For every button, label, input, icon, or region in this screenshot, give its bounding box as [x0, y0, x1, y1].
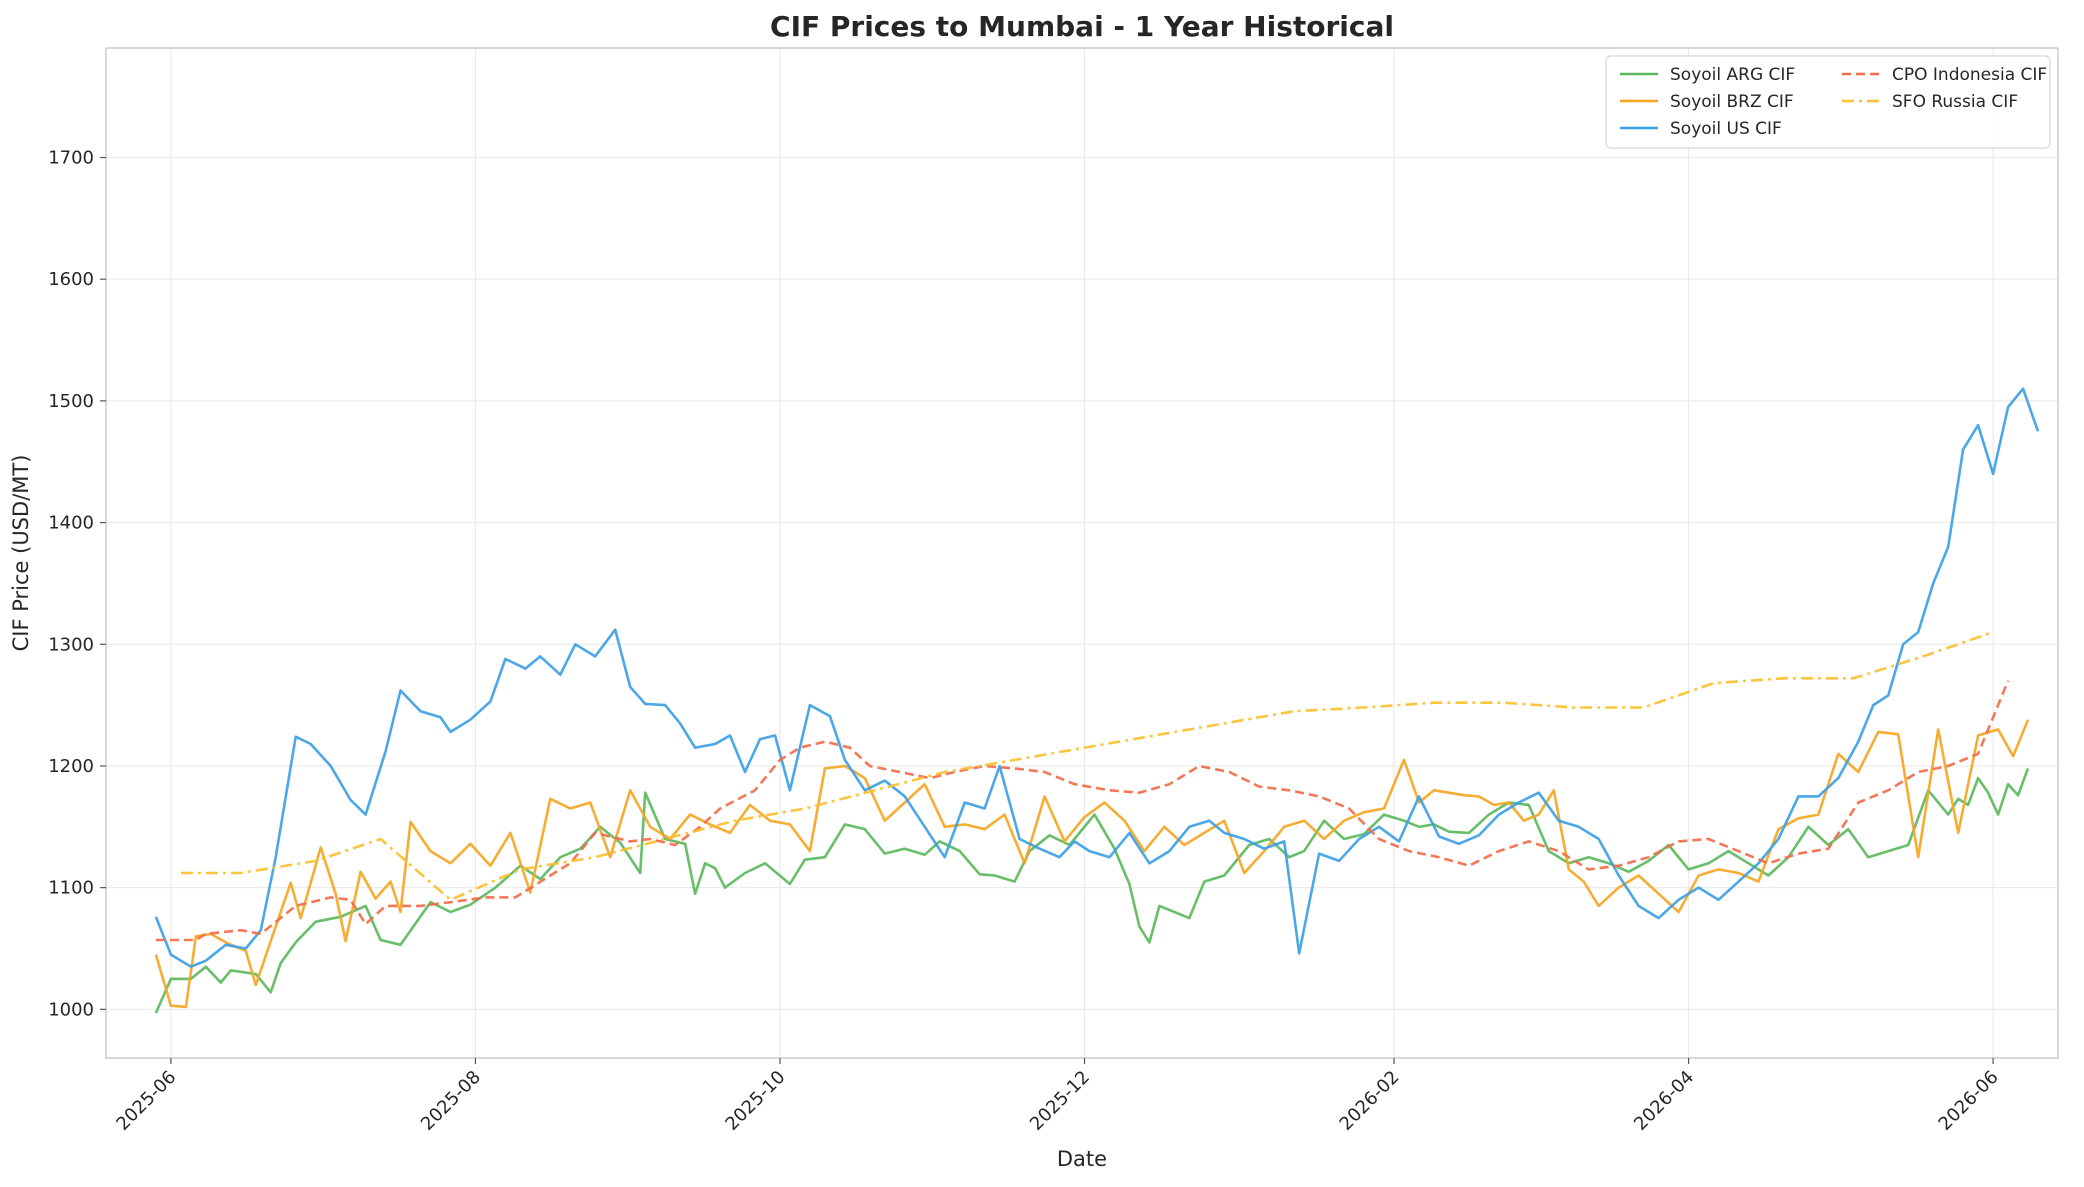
y-tick-label: 1300	[48, 634, 94, 655]
legend: Soyoil ARG CIF Soyoil BRZ CIF Soyoil US CI…	[1605, 55, 2051, 149]
legend-label: Soyoil US CIF	[1670, 119, 1782, 139]
legend-label: CPO Indonesia CIF	[1892, 65, 2047, 85]
y-tick-label: 1700	[48, 148, 94, 169]
chart-title: CIF Prices to Mumbai - 1 Year Historical	[770, 10, 1394, 43]
series-line-4	[155, 680, 2010, 942]
legend-label: SFO Russia CIF	[1892, 92, 2018, 112]
y-tick-label: 1600	[48, 269, 94, 290]
y-tick-label: 1400	[48, 513, 94, 534]
legend-label: Soyoil BRZ CIF	[1670, 92, 1794, 112]
series-line-1	[154, 767, 2030, 1014]
y-tick-label: 1100	[48, 878, 94, 899]
legend-box	[1605, 55, 2051, 149]
y-axis-label: CIF Price (USD/MT)	[9, 455, 33, 652]
legend-label: Soyoil ARG CIF	[1670, 65, 1795, 85]
y-tick-label: 1000	[48, 999, 94, 1020]
series-line-2	[154, 719, 2030, 1009]
x-axis-label: Date	[1057, 1147, 1107, 1171]
series-line-5	[180, 630, 1994, 902]
y-tick-label: 1200	[48, 756, 94, 777]
grid-lines	[106, 48, 2058, 1058]
plot-frame	[105, 47, 2059, 1059]
series-lines	[154, 387, 2040, 1014]
series-line-3	[154, 387, 2040, 968]
y-tick-label: 1500	[48, 391, 94, 412]
